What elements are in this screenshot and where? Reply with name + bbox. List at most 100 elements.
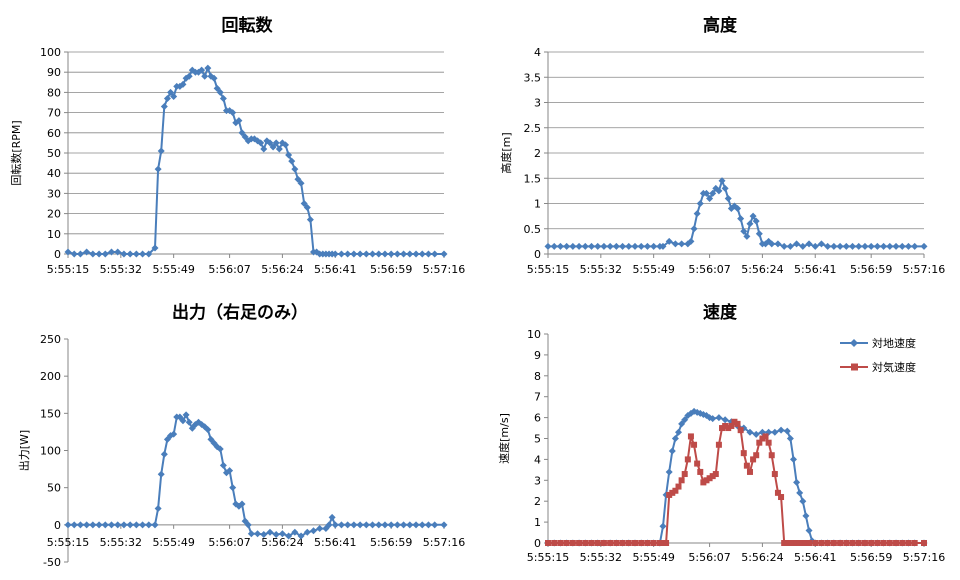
- altitude-chart-title: 高度: [703, 15, 738, 36]
- rpm-chart: 回転数 0 10 20 30 40 50 60 70 80 90 100 5:55:15 5:55:32 5…: [10, 15, 465, 276]
- speed-data-point: [783, 427, 791, 435]
- power-y-tick-label: 0: [54, 519, 61, 532]
- rpm-y-tick-label: 80: [47, 86, 61, 99]
- speed-data-point: [824, 540, 831, 546]
- altitude-data-point: [755, 230, 763, 238]
- altitude-y-tick-label: 3.5: [524, 71, 542, 84]
- altitude-data-point: [659, 242, 667, 250]
- altitude-x-tick-label: 5:55:32: [580, 263, 622, 276]
- speed-data-point: [911, 540, 918, 546]
- altitude-data-point: [563, 242, 571, 250]
- power-data-point: [76, 521, 84, 529]
- speed-data-point: [632, 540, 639, 546]
- power-data-point: [412, 521, 420, 529]
- speed-data-point: [752, 430, 760, 438]
- speed-data-point: [737, 427, 744, 434]
- speed-data-point: [861, 540, 868, 546]
- altitude-data-point: [631, 242, 639, 250]
- altitude-data-point: [612, 242, 620, 250]
- altitude-x-tick-label: 5:55:49: [632, 263, 674, 276]
- altitude-data-point: [734, 205, 742, 213]
- rpm-data-point: [369, 250, 377, 258]
- speed-x-tick-label: 5:55:32: [580, 551, 622, 564]
- rpm-data-point: [204, 64, 212, 72]
- power-data-point: [238, 500, 246, 508]
- speed-data-point: [712, 471, 719, 478]
- speed-data-point: [893, 540, 900, 546]
- power-data-point: [266, 528, 274, 536]
- speed-data-point: [786, 435, 794, 442]
- speed-data-point: [582, 540, 589, 546]
- rpm-data-point: [306, 216, 314, 224]
- speed-data-point: [678, 420, 686, 428]
- altitude-data-point: [749, 212, 757, 220]
- power-data-point: [344, 521, 352, 529]
- altitude-data-point: [643, 242, 651, 250]
- speed-x-tick-label: 5:55:49: [632, 551, 674, 564]
- altitude-data-point: [693, 210, 701, 218]
- power-data-point: [369, 521, 377, 529]
- power-data-point: [418, 521, 426, 529]
- speed-data-point: [681, 416, 689, 424]
- power-y-tick-label: 250: [40, 333, 61, 346]
- speed-legend-marker: [851, 363, 858, 371]
- speed-legend-label: 対地速度: [872, 336, 916, 350]
- speed-y-tick-label: 3: [534, 474, 541, 487]
- rpm-data-point: [406, 250, 414, 258]
- altitude-x-tick-label: 5:56:07: [688, 263, 730, 276]
- altitude-data-point: [696, 200, 704, 207]
- power-data-point: [108, 521, 116, 529]
- speed-data-point: [576, 540, 583, 546]
- altitude-data-point: [575, 242, 583, 250]
- altitude-data-point: [737, 215, 745, 223]
- power-data-point: [431, 521, 439, 529]
- altitude-data-point: [550, 242, 558, 250]
- power-data-point: [260, 530, 268, 538]
- rpm-data-point: [108, 248, 116, 256]
- altitude-data-point: [581, 242, 589, 250]
- speed-data-point: [563, 540, 570, 546]
- power-data-point: [303, 528, 311, 536]
- speed-data-point: [818, 540, 825, 546]
- speed-data-point: [750, 456, 757, 463]
- rpm-data-point: [198, 66, 206, 74]
- speed-data-point: [557, 540, 564, 546]
- speed-y-tick-label: 2: [534, 495, 541, 508]
- speed-data-point: [759, 435, 766, 442]
- altitude-data-point: [625, 242, 633, 250]
- speed-y-tick-label: 7: [534, 391, 541, 404]
- rpm-data-point: [350, 250, 358, 258]
- altitude-data-point: [830, 242, 838, 250]
- altitude-data-point: [619, 242, 627, 250]
- altitude-data-point: [721, 184, 729, 192]
- altitude-data-point: [556, 242, 564, 250]
- power-data-point: [219, 461, 227, 469]
- speed-data-point: [666, 491, 673, 498]
- power-data-point: [241, 517, 249, 525]
- rpm-data-point: [303, 204, 311, 212]
- speed-data-point: [753, 452, 760, 459]
- altitude-data-point: [650, 242, 658, 250]
- rpm-data-point: [356, 250, 364, 258]
- speed-data-point: [693, 408, 701, 416]
- speed-data-point: [721, 416, 729, 424]
- power-data-point: [182, 411, 190, 419]
- speed-data-point: [725, 425, 732, 432]
- speed-data-point: [921, 540, 927, 546]
- power-series-line-1: [68, 413, 444, 537]
- altitude-data-point: [892, 242, 900, 250]
- speed-x-tick-label: 5:57:16: [903, 551, 945, 564]
- altitude-data-point: [702, 189, 710, 197]
- power-data-point: [362, 521, 370, 529]
- speed-data-point: [802, 512, 810, 520]
- rpm-data-point: [344, 250, 352, 258]
- altitude-data-point: [690, 225, 698, 233]
- speed-data-point: [671, 435, 679, 442]
- rpm-x-tick-label: 5:55:15: [47, 263, 89, 276]
- rpm-y-tick-label: 50: [47, 147, 61, 160]
- speed-data-point: [731, 418, 738, 425]
- speed-y-tick-label: 5: [534, 433, 541, 446]
- speed-data-point: [594, 540, 601, 546]
- rpm-chart-panel: 回転数 0 10 20 30 40 50 60 70 80 90 100 5:55:15 5:55:32 5…: [0, 0, 480, 288]
- rpm-series-line-1: [67, 67, 444, 255]
